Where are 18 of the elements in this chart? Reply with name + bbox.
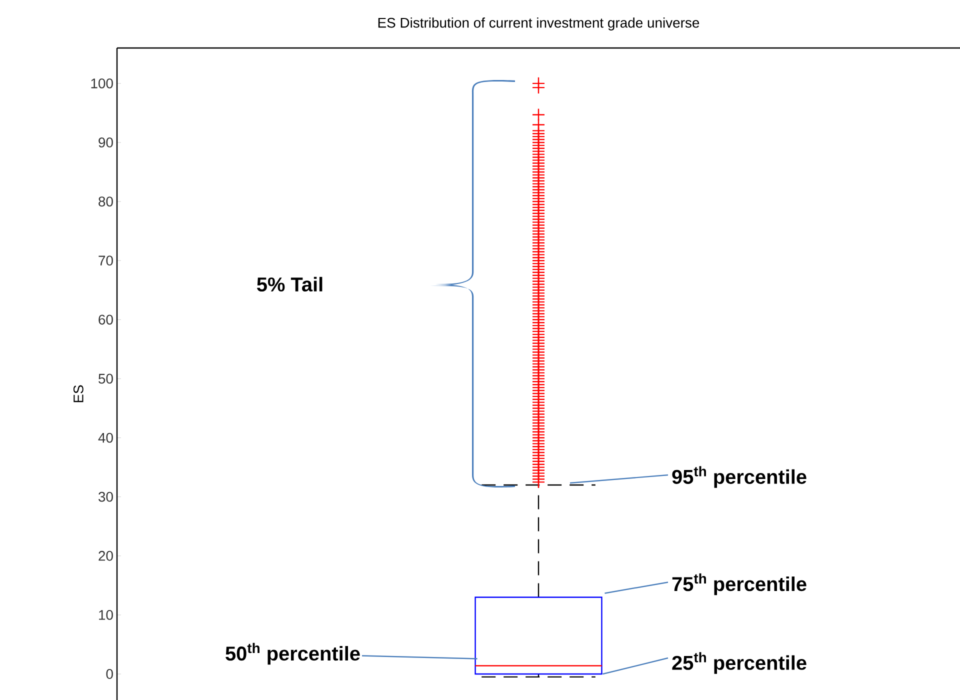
y-tick-label: 90 <box>98 138 113 148</box>
y-tick-label: 60 <box>98 314 113 325</box>
chart-title: ES Distribution of current investment grade universe <box>378 17 700 30</box>
y-tick-label: 80 <box>98 196 113 206</box>
annotation: 75$^{th}$ percentile <box>672 573 806 596</box>
y-tick-label: 50 <box>98 374 113 384</box>
y-tick-label: 0 <box>106 669 113 679</box>
annotation: 25$^{th}$ percentile <box>672 652 806 674</box>
annotation: 95$^{th}$ percentile <box>672 466 806 488</box>
y-tick-label: 20 <box>98 550 113 561</box>
y-tick-label: 40 <box>98 432 113 443</box>
y-tick-label: 70 <box>98 256 113 266</box>
y-tick-label: 10 <box>99 610 113 620</box>
annotation: 50$^{th}$ percentile <box>226 642 360 665</box>
annotation: 5% Tail <box>257 276 322 292</box>
y-tick-label: 30 <box>98 492 113 502</box>
y-tick-label: 100 <box>91 78 113 88</box>
y-axis-title: ES <box>73 385 84 402</box>
